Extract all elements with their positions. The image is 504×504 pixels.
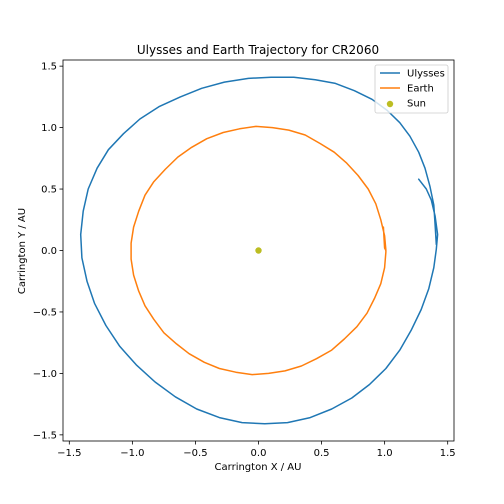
x-tick-label: −1.0 — [120, 448, 144, 459]
y-tick-label: −1.5 — [33, 430, 57, 441]
y-tick-label: 1.5 — [41, 62, 57, 73]
y-tick-label: −0.5 — [33, 307, 57, 318]
y-tick-label: 0.5 — [41, 185, 57, 196]
y-tick-label: 0.0 — [41, 246, 57, 257]
chart-title: Ulysses and Earth Trajectory for CR2060 — [137, 43, 379, 57]
legend-label-sun: Sun — [407, 99, 426, 110]
y-axis-label: Carrington Y / AU — [17, 208, 28, 294]
legend: Ulysses Earth Sun — [374, 64, 449, 114]
legend-box — [374, 64, 449, 114]
y-tick-label: −1.0 — [33, 369, 57, 380]
legend-label-ulysses: Ulysses — [407, 69, 445, 80]
legend-label-earth: Earth — [407, 84, 434, 95]
legend-items: Ulysses Earth Sun — [380, 69, 445, 110]
series-layer — [79, 76, 439, 425]
x-tick-label: −1.5 — [57, 448, 81, 459]
x-axis-label: Carrington X / AU — [215, 462, 302, 473]
x-tick-label: −0.5 — [183, 448, 207, 459]
x-tick-label: 1.0 — [377, 448, 393, 459]
x-tick-label: 0.5 — [314, 448, 330, 459]
x-tick-label: 1.5 — [440, 448, 456, 459]
x-tick-label: 0.0 — [251, 448, 267, 459]
y-axis: −1.5 −1.0 −0.5 0.0 0.5 1.0 1.5 — [33, 62, 63, 441]
legend-swatch-sun — [386, 100, 394, 108]
series-line-earth — [130, 125, 387, 376]
y-tick-label: 1.0 — [41, 123, 57, 134]
series-line-ulysses — [79, 76, 439, 425]
x-axis: −1.5 −1.0 −0.5 0.0 0.5 1.0 1.5 — [57, 441, 456, 459]
series-point-sun — [255, 247, 262, 254]
